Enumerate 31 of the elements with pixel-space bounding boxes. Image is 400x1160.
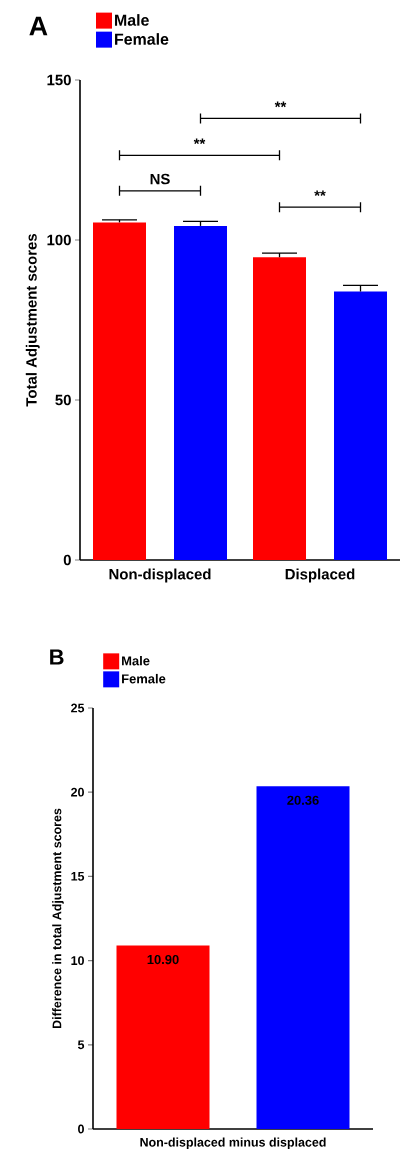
legend-label: Male: [122, 655, 150, 666]
bar: [93, 222, 146, 560]
y-tick-label: 150: [47, 74, 71, 86]
data-label: 20.36: [287, 795, 319, 805]
y-tick-label: 20: [71, 787, 84, 797]
annotation: **: [274, 101, 287, 108]
annotation: **: [314, 190, 326, 196]
bar: [334, 291, 387, 560]
legend-label: Female: [122, 673, 166, 684]
y-tick-label: 0: [63, 554, 71, 566]
chart-title: A: [29, 16, 48, 36]
legend-label: Male: [115, 14, 149, 26]
x-tick-label: Non-displaced minus displaced: [140, 1137, 326, 1150]
y-tick-label: 0: [78, 1124, 84, 1134]
x-tick-label: Displaced: [285, 568, 355, 583]
bar: [253, 257, 306, 560]
y-tick-label: 15: [71, 872, 85, 881]
x-tick-label: Non-displaced: [109, 568, 211, 583]
annotation: **: [193, 138, 206, 145]
chart-title: B: [50, 649, 64, 665]
legend-label: Female: [115, 33, 169, 45]
bar: [174, 225, 227, 560]
y-tick-label: 10: [71, 956, 84, 966]
annotation: NS: [150, 173, 170, 185]
y-tick-label: 25: [71, 703, 85, 713]
y-axis-title: Total Adjustment scores: [25, 233, 40, 407]
y-tick-label: 50: [55, 394, 71, 406]
y-tick-label: 100: [47, 234, 71, 246]
y-axis-title: Difference in total Adjustment scores: [52, 808, 64, 1029]
y-tick-label: 5: [77, 1040, 85, 1050]
data-label: 10.90: [147, 954, 179, 965]
